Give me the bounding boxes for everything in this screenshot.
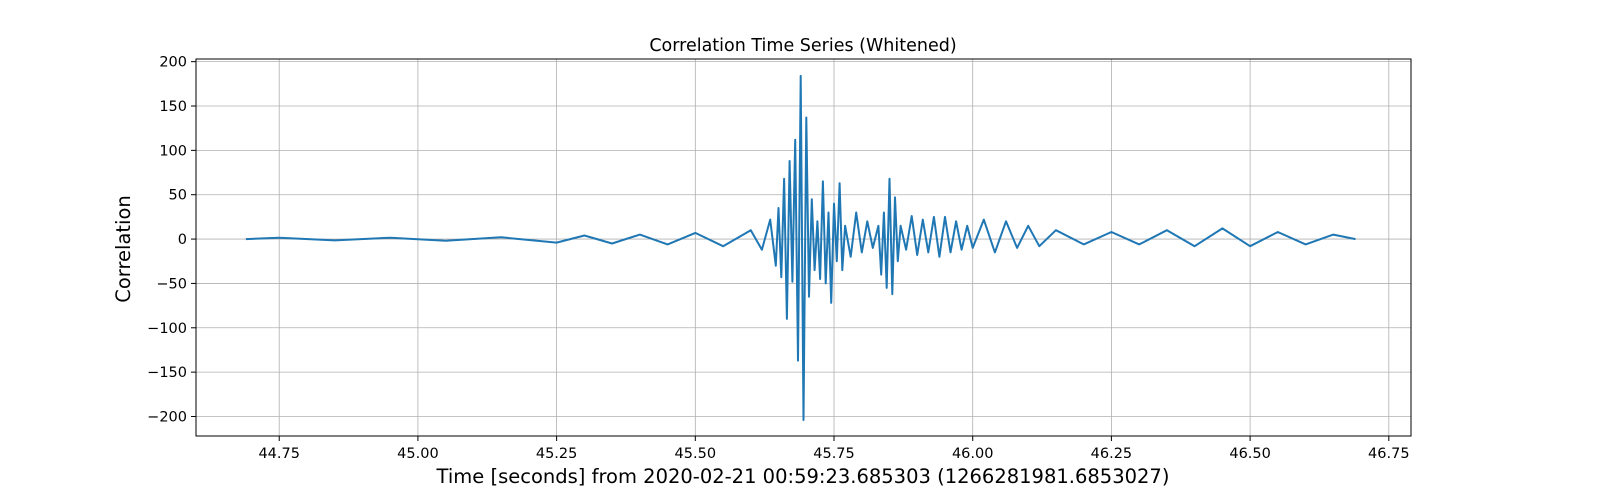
x-tick-label: 45.25 <box>536 446 578 462</box>
plot-frame <box>195 58 1412 437</box>
y-tick-label: −150 <box>147 365 187 381</box>
y-tick-label: 150 <box>159 99 187 115</box>
y-tick-label: −200 <box>147 409 187 425</box>
x-tick-label: 46.75 <box>1368 446 1410 462</box>
x-tick-label: 44.75 <box>258 446 300 462</box>
x-axis-label: Time [seconds] from 2020-02-21 00:59:23.… <box>436 465 1170 488</box>
series-group <box>245 74 1356 421</box>
y-axis-label: Correlation <box>112 195 135 303</box>
x-tick-label: 45.50 <box>675 446 717 462</box>
series-line <box>245 74 1356 421</box>
x-tick-label: 45.00 <box>397 446 439 462</box>
y-axis-ticks: 200 150 100 50 0 −50 −100 −150 −200 <box>147 55 196 425</box>
y-tick-label: 100 <box>159 143 187 159</box>
x-tick-label: 46.00 <box>952 446 994 462</box>
x-tick-label: 45.75 <box>813 446 855 462</box>
y-tick-label: 50 <box>169 188 187 204</box>
y-tick-label: −50 <box>156 276 187 292</box>
y-tick-label: −100 <box>147 321 187 337</box>
x-tick-label: 46.50 <box>1229 446 1271 462</box>
y-tick-label: 200 <box>159 55 187 71</box>
y-tick-label: 0 <box>178 232 187 248</box>
x-axis-ticks: 44.75 45.00 45.25 45.50 45.75 46.00 46.25 46.50… <box>258 436 1410 462</box>
chart-title: Correlation Time Series (Whitened) <box>649 36 956 56</box>
x-tick-label: 46.25 <box>1091 446 1133 462</box>
